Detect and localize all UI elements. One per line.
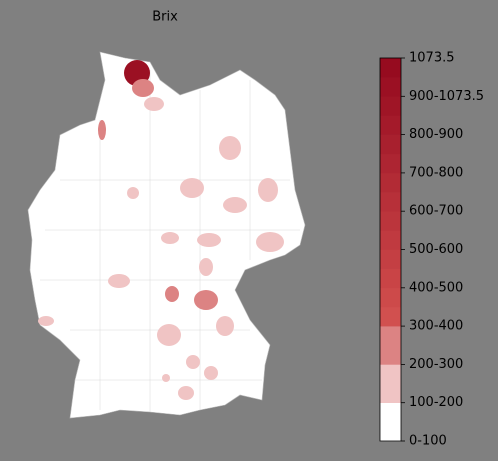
colorbar-segment: [380, 153, 401, 174]
colorbar-segment: [380, 77, 401, 97]
colorbar-segment: [380, 306, 401, 327]
district: [157, 324, 181, 346]
colorbar-segment: [380, 192, 401, 212]
colorbar-label: 1073.5: [409, 51, 455, 66]
district: [144, 97, 164, 111]
district: [108, 274, 130, 288]
district: [216, 316, 234, 336]
district: [132, 79, 154, 97]
colorbar-segment: [380, 134, 401, 155]
colorbar-label: 500-600: [409, 242, 463, 257]
germany-map: [27, 51, 306, 419]
chart-title: Brix: [152, 10, 178, 25]
district: [258, 178, 278, 202]
colorbar-segment: [380, 211, 401, 231]
colorbar-segment: [380, 326, 401, 365]
district: [204, 366, 218, 380]
district: [98, 120, 106, 140]
colorbar-segment: [380, 287, 401, 308]
colorbar-label: 400-500: [409, 280, 463, 295]
district: [165, 286, 179, 302]
colorbar-segment: [380, 230, 401, 250]
colorbar-segment: [380, 402, 401, 442]
colorbar-segment: [380, 172, 401, 193]
district: [161, 232, 179, 244]
colorbar-segment: [380, 249, 401, 269]
district: [178, 386, 194, 400]
colorbar-label: 300-400: [409, 319, 463, 334]
district: [199, 258, 213, 276]
colorbar-label: 100-200: [409, 395, 463, 410]
district: [180, 178, 204, 198]
colorbar-label: 0-100: [409, 434, 447, 449]
colorbar-segment: [380, 96, 401, 116]
district: [197, 233, 221, 247]
district: [256, 232, 284, 252]
colorbar-label: 900-1073.5: [409, 89, 484, 104]
colorbar-segment: [380, 115, 401, 135]
district: [219, 136, 241, 160]
district: [127, 187, 139, 199]
colorbar-label: 200-300: [409, 357, 463, 372]
district: [223, 197, 247, 213]
district: [162, 374, 170, 382]
highlighted-districts: [38, 60, 284, 400]
district: [186, 355, 200, 369]
colorbar: 0-100 100-200 200-300 300-400 400-500 500-600…: [379, 51, 484, 449]
colorbar-label: 600-700: [409, 204, 463, 219]
colorbar-label: 800-900: [409, 127, 463, 142]
colorbar-segment: [380, 364, 401, 403]
colorbar-segment: [380, 58, 401, 78]
colorbar-segment: [380, 268, 401, 289]
district: [194, 290, 218, 310]
colorbar-label: 700-800: [409, 165, 463, 180]
district: [38, 316, 54, 326]
